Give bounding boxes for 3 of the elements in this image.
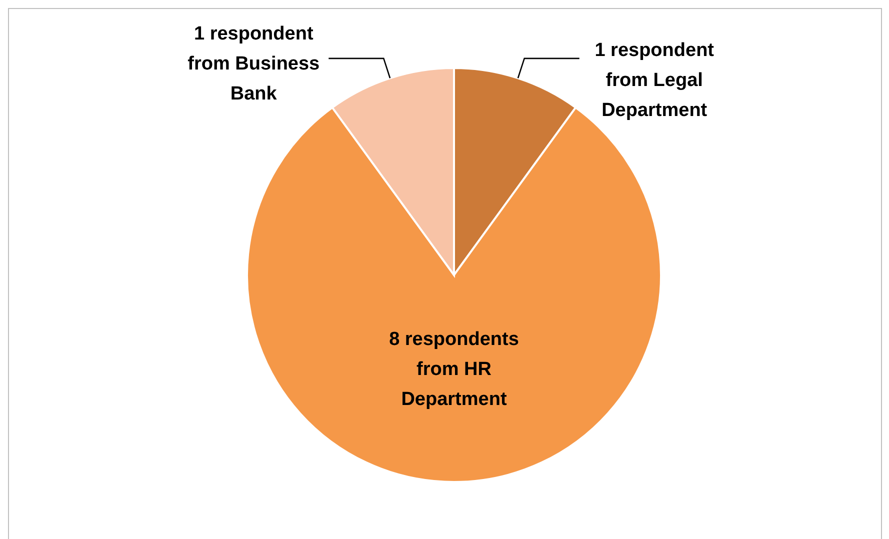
- slice-label: 8 respondents from HR Department: [389, 328, 519, 410]
- slice-label: 1 respondent from Business Bank: [188, 23, 320, 104]
- slice-label: 1 respondent from Legal Department: [594, 40, 715, 122]
